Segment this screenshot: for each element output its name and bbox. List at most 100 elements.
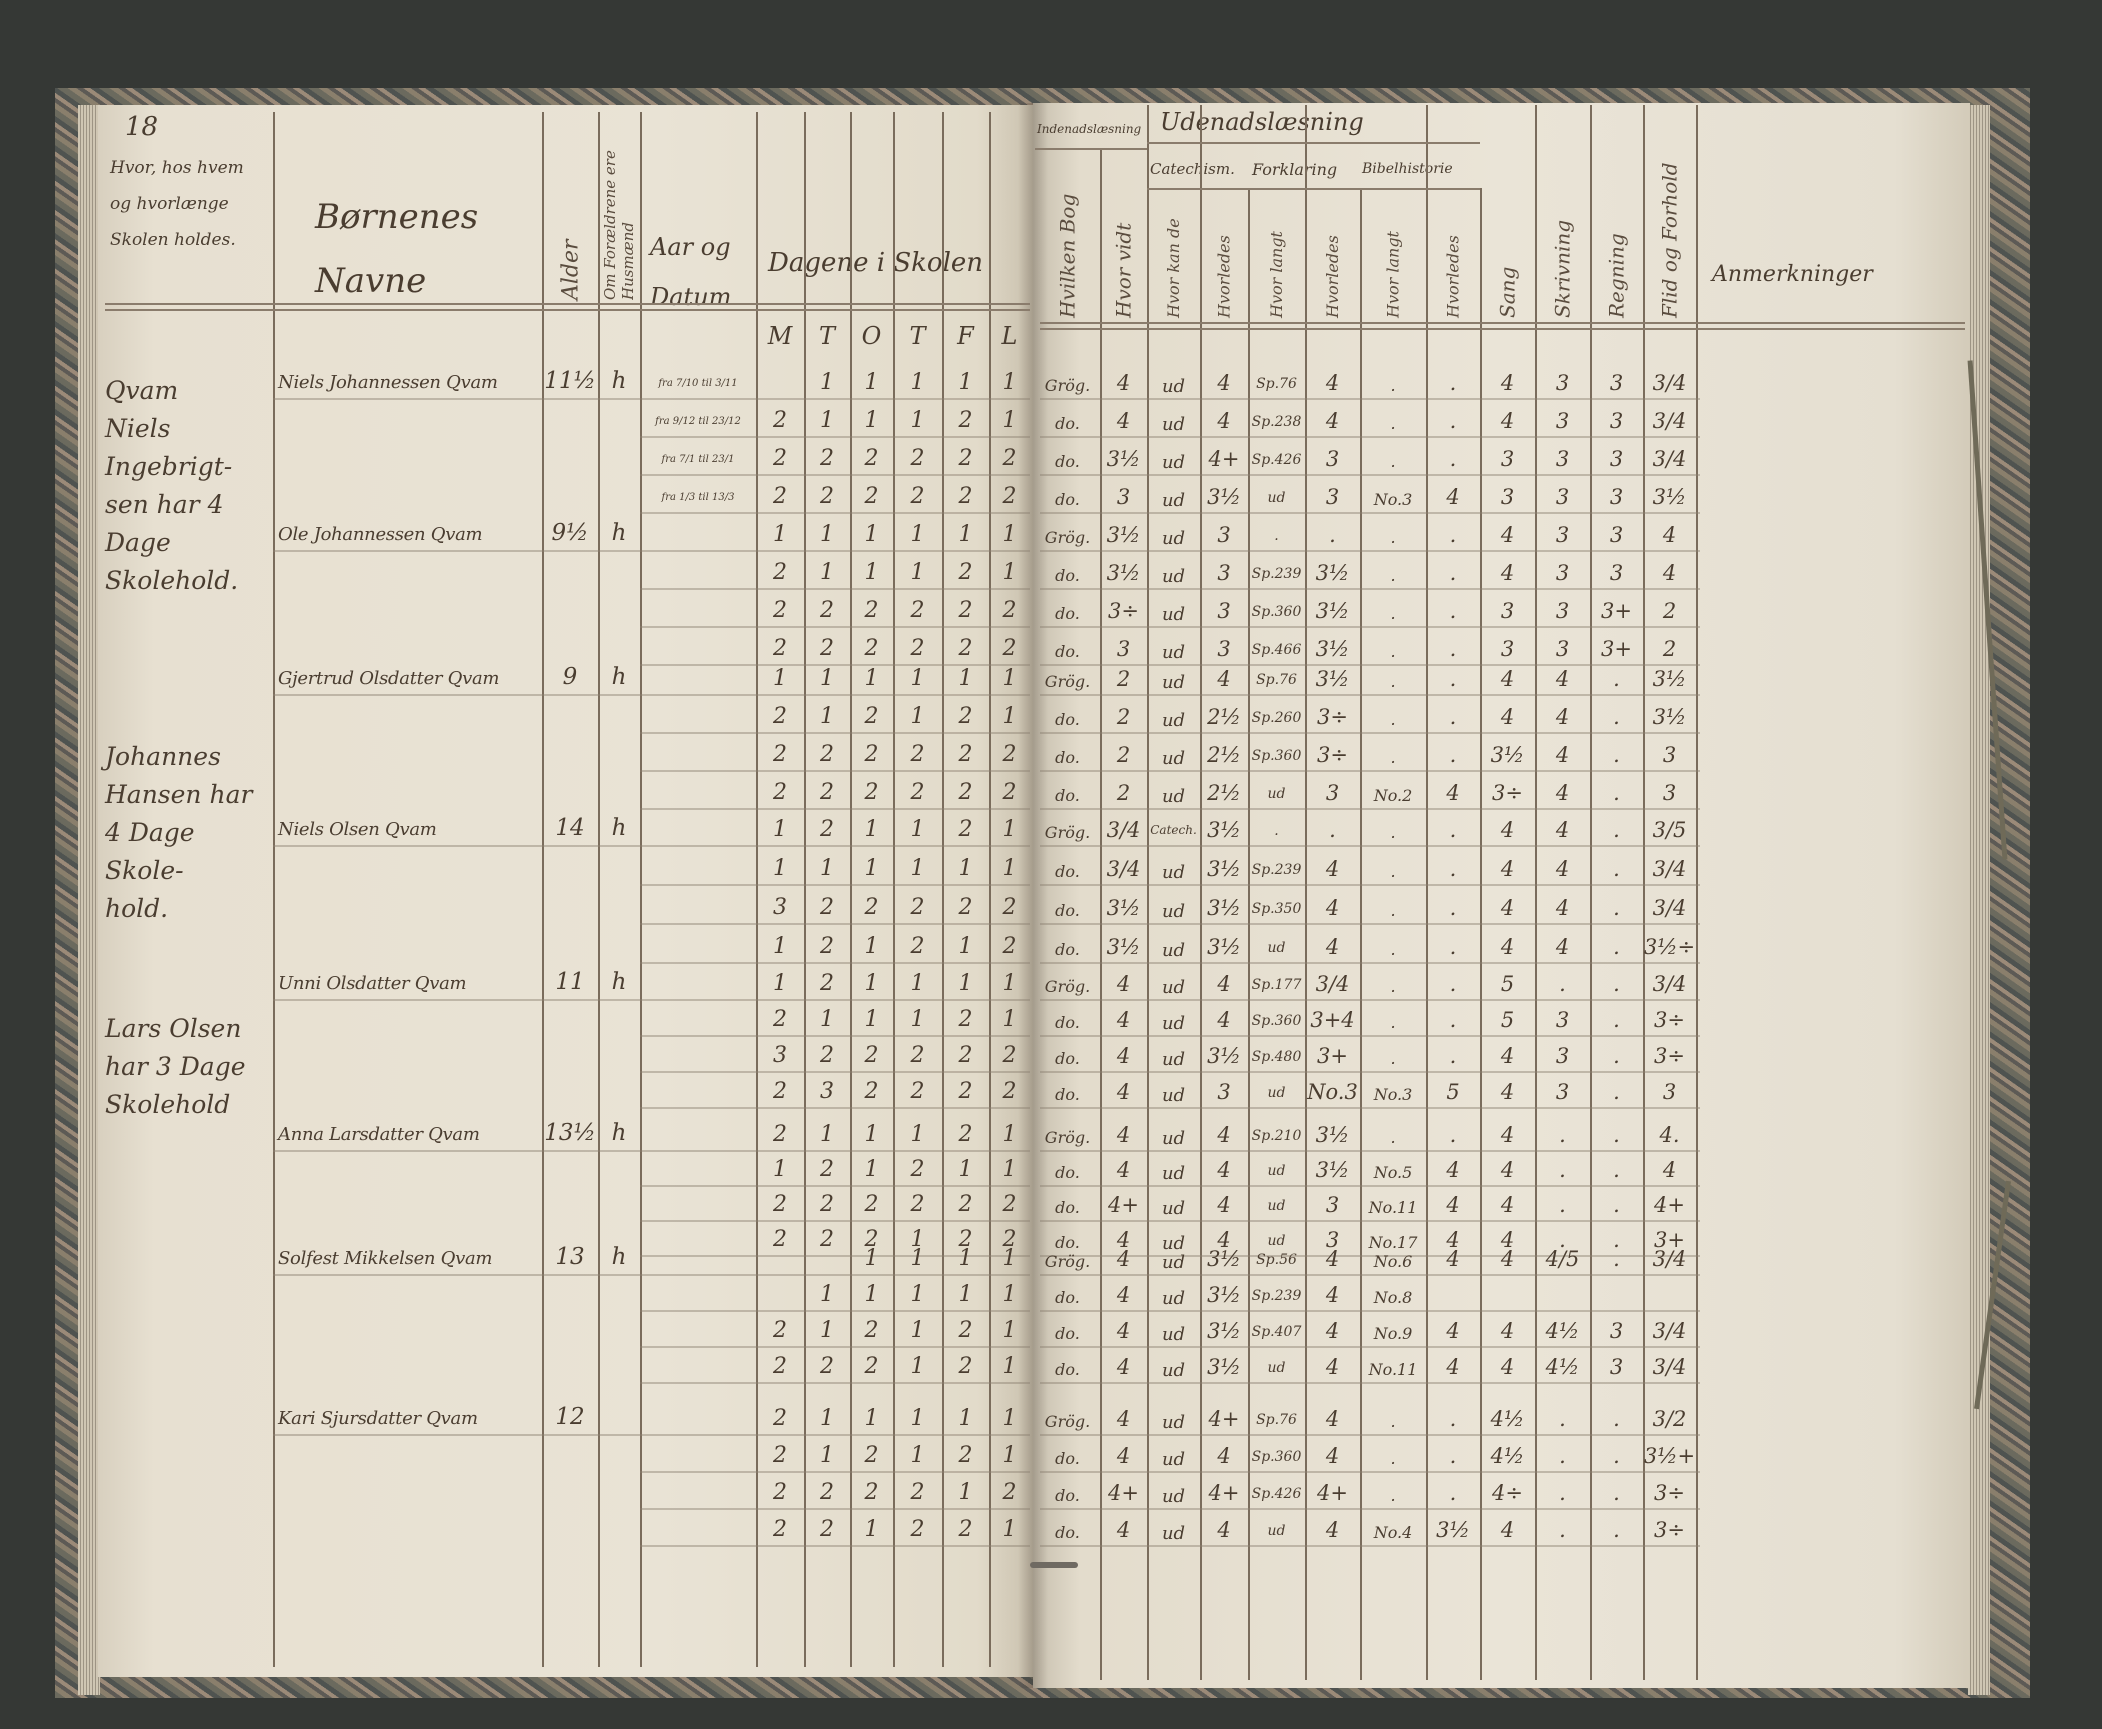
grade-cell: do. — [1055, 1198, 1080, 1217]
grade-cell: Sp.426 — [1251, 1486, 1302, 1502]
column-divider — [850, 112, 852, 1667]
days-count: 2 — [820, 446, 834, 471]
grade-cell: Sp.426 — [1251, 452, 1302, 468]
grade-cell: . — [1449, 1044, 1457, 1068]
grade-cell: do. — [1055, 1233, 1080, 1252]
column-divider — [542, 112, 544, 1667]
grade-cell: . — [1613, 1481, 1620, 1505]
days-count: 2 — [958, 598, 973, 623]
days-count: 2 — [864, 742, 879, 767]
grade-cell: ud — [1267, 1085, 1286, 1101]
grade-cell: ud — [1161, 940, 1186, 961]
grade-cell: 3÷ — [1654, 1481, 1685, 1505]
row-line — [640, 550, 1030, 552]
row-line — [640, 808, 1030, 810]
grade-cell: . — [1449, 1444, 1457, 1468]
days-count: 1 — [910, 666, 925, 691]
grade-cell: 4 — [1446, 1355, 1460, 1379]
days-count: 1 — [820, 1443, 834, 1468]
right-page-edges — [1968, 105, 1990, 1695]
row-line — [640, 1107, 1030, 1109]
grade-cell: 4 — [1500, 818, 1515, 842]
grade-cell: 4 — [1500, 857, 1515, 881]
grade-cell: Grög. — [1044, 672, 1091, 691]
days-count: 1 — [1002, 1406, 1017, 1431]
grade-cell: ud — [1161, 1233, 1186, 1254]
days-count: 1 — [820, 522, 834, 547]
row-line — [1040, 626, 1700, 628]
column-divider — [756, 112, 758, 1667]
grade-cell: . — [1390, 1486, 1396, 1505]
grade-cell: 3/4 — [1652, 896, 1687, 920]
grade-cell: 4 — [1555, 818, 1570, 842]
row-line — [640, 436, 1030, 438]
days-count: 2 — [958, 636, 973, 661]
days-count: 2 — [820, 598, 834, 623]
column-divider — [1643, 105, 1645, 1680]
row-line — [640, 664, 1030, 666]
grade-cell: Sp.466 — [1251, 642, 1302, 658]
days-count: 2 — [773, 598, 787, 623]
days-count: 1 — [864, 560, 879, 585]
grade-cell: . — [1559, 1407, 1566, 1431]
grade-cell: 3 — [1116, 637, 1131, 661]
grade-cell: do. — [1055, 1486, 1080, 1505]
grade-cell: ud — [1161, 1288, 1186, 1309]
grade-cell: 3+ — [1654, 1228, 1685, 1252]
days-count: 1 — [864, 1157, 879, 1182]
student-age: 11½ — [544, 368, 596, 394]
days-count: 1 — [1002, 408, 1017, 433]
grade-cell: do. — [1055, 940, 1080, 959]
grade-cell: 4+ — [1108, 1481, 1139, 1505]
grade-cell: 3/4 — [1652, 1247, 1687, 1271]
row-line — [273, 398, 640, 400]
margin-note: Lars Olsen har 3 Dage Skolehold — [105, 1014, 246, 1119]
days-count: 2 — [773, 446, 787, 471]
row-line — [640, 1310, 1030, 1312]
days-count: 2 — [773, 780, 787, 805]
days-count: 2 — [958, 1079, 973, 1104]
row-line — [1040, 1107, 1700, 1109]
grade-cell: . — [1613, 1008, 1620, 1032]
grade-cell: 3½ — [1207, 485, 1241, 509]
days-count: 2 — [910, 1192, 925, 1217]
column-divider — [989, 112, 991, 1667]
days-count: 2 — [958, 1122, 973, 1147]
days-count: 1 — [864, 817, 879, 842]
row-line — [1040, 1346, 1700, 1348]
days-header: Dagene i Skolen — [768, 248, 984, 278]
grade-cell: Sp.238 — [1251, 414, 1302, 430]
grade-cell: 4 — [1555, 896, 1570, 920]
days-count: 2 — [773, 1122, 787, 1147]
grade-cell: do. — [1055, 1013, 1080, 1032]
grade-cell: No.5 — [1373, 1163, 1413, 1182]
days-count: 1 — [958, 1157, 973, 1182]
grade-cell: . — [1613, 1444, 1620, 1468]
row-line — [640, 1255, 1030, 1257]
grade-cell: 3 — [1555, 371, 1570, 395]
days-count: 1 — [864, 971, 879, 996]
grade-cell: . — [1329, 523, 1336, 547]
grade-cell: 3½÷ — [1643, 935, 1696, 959]
row-line — [640, 1071, 1030, 1073]
days-count: 1 — [1002, 1007, 1017, 1032]
grade-cell: . — [1613, 705, 1620, 729]
header-divider — [105, 303, 1030, 305]
days-count: 1 — [910, 1282, 925, 1307]
left-page-edges — [78, 105, 100, 1695]
days-count: 1 — [910, 408, 925, 433]
days-count: 2 — [864, 1079, 879, 1104]
row-line — [1040, 512, 1700, 514]
days-count: 1 — [910, 1122, 925, 1147]
grade-cell: Sp.56 — [1256, 1252, 1297, 1268]
grade-cell: 4 — [1116, 409, 1131, 433]
grade-cell: ud — [1161, 1412, 1186, 1433]
days-count: 2 — [1002, 1192, 1017, 1217]
grade-cell: . — [1613, 896, 1620, 920]
weekday-label: L — [1001, 322, 1018, 350]
grade-cell: 4 — [1555, 743, 1570, 767]
row-line — [1040, 1508, 1700, 1510]
grade-cell: 4+ — [1208, 447, 1240, 471]
grade-cell: . — [1613, 1044, 1620, 1068]
days-count: 1 — [864, 856, 879, 881]
